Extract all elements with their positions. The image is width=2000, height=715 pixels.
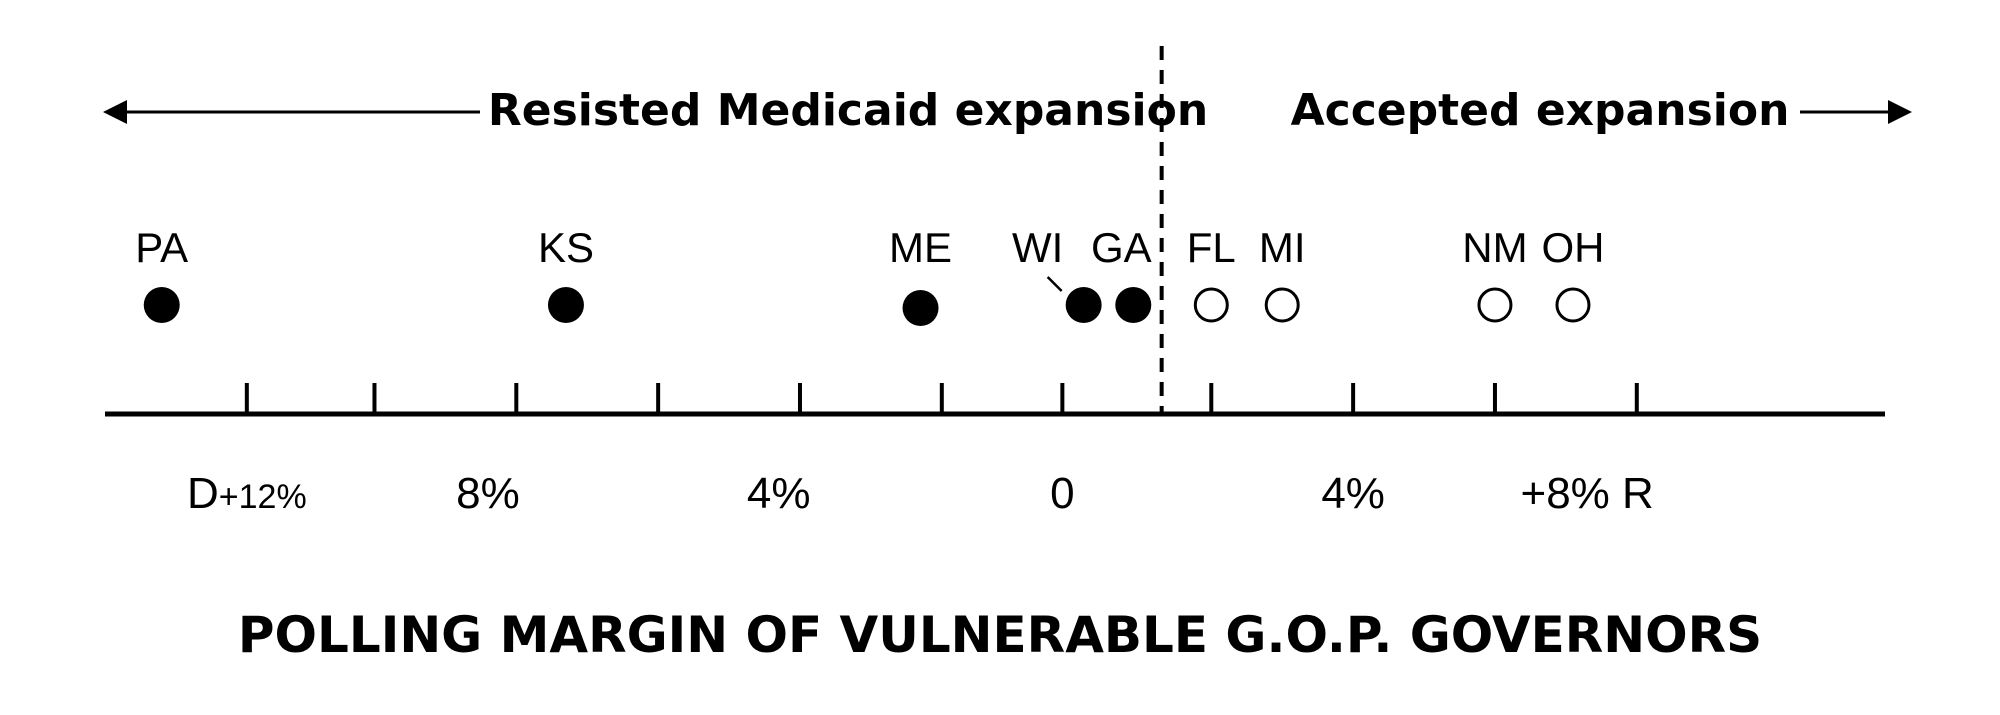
x-tick-label-0: D+12%	[187, 469, 307, 518]
header-left-label: Resisted Medicaid expansion	[488, 85, 1208, 136]
point-ga	[1115, 287, 1152, 323]
left-arrow-head	[103, 100, 127, 124]
point-label-mi: MI	[1259, 224, 1306, 271]
chart-title: POLLING MARGIN OF VULNERABLE G.O.P. GOVE…	[238, 606, 1762, 664]
x-tick-label-4: 4%	[1321, 469, 1385, 518]
x-tick-label-value-0: +12%	[219, 478, 307, 516]
x-tick-label-prefix-0: D	[187, 469, 219, 518]
x-tick-label-5: +8% R	[1521, 469, 1654, 518]
point-label-wi: WI	[1012, 224, 1063, 271]
wi-leader-line	[1046, 276, 1063, 292]
point-label-pa: PA	[135, 224, 188, 271]
point-label-nm: NM	[1462, 224, 1527, 271]
x-axis-ticks	[244, 383, 1639, 414]
x-tick-label-1: 8%	[456, 469, 520, 518]
point-pa	[143, 287, 180, 323]
point-fl	[1193, 287, 1229, 323]
point-ks	[547, 287, 584, 323]
point-label-ks: KS	[538, 224, 594, 271]
point-label-me: ME	[889, 224, 952, 271]
x-tick-label-2: 4%	[747, 469, 811, 518]
point-label-fl: FL	[1187, 224, 1236, 271]
chart-header: Resisted Medicaid expansion Accepted exp…	[103, 85, 1912, 136]
governor-points: PA KS ME WI GA FL MI NM OH	[135, 224, 1604, 326]
point-me	[902, 290, 939, 326]
point-nm	[1477, 287, 1513, 323]
point-oh	[1555, 287, 1591, 323]
point-label-oh: OH	[1541, 224, 1604, 271]
x-tick-label-3: 0	[1050, 469, 1074, 518]
point-wi	[1065, 287, 1102, 323]
right-arrow-head	[1888, 100, 1912, 124]
point-mi	[1264, 287, 1300, 323]
header-right-label: Accepted expansion	[1291, 85, 1790, 136]
point-label-ga: GA	[1091, 224, 1152, 271]
x-axis-tick-labels: D+12% 8% 4% 0 4% +8% R	[187, 469, 1654, 518]
